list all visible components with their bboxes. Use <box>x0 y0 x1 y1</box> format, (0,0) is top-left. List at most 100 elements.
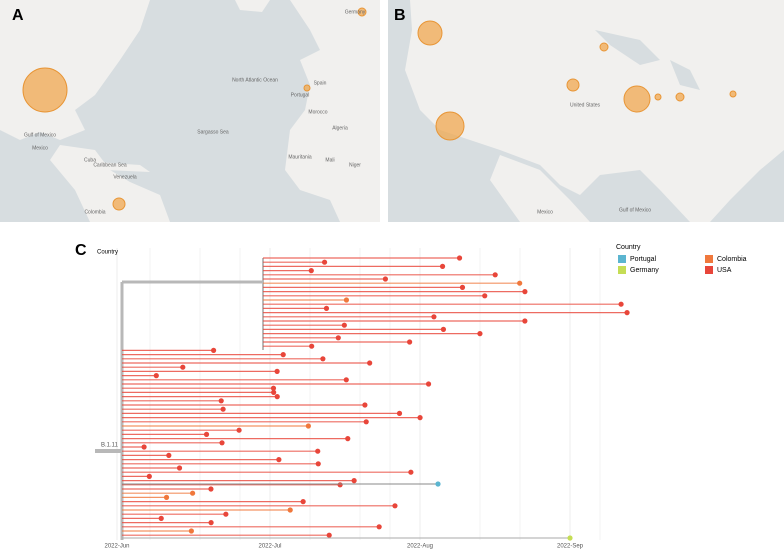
place-label: Gulf of Mexico <box>24 132 56 138</box>
tip <box>517 280 523 286</box>
panel-label: C <box>75 242 87 259</box>
tip <box>223 511 229 517</box>
place-label: North Atlantic Ocean <box>232 77 278 83</box>
x-tick-label: 2022-Jul <box>258 544 281 550</box>
tip <box>477 331 483 337</box>
place-label: Colombia <box>84 209 105 215</box>
location-bubble <box>654 93 662 101</box>
tip <box>176 465 183 471</box>
tip <box>492 272 498 278</box>
tip <box>435 481 441 487</box>
tip <box>456 255 463 261</box>
legend-label: Germany <box>630 267 659 274</box>
location-bubble <box>303 84 311 92</box>
tip <box>440 326 447 332</box>
place-label: United States <box>570 102 601 108</box>
tip <box>618 301 624 307</box>
tip <box>166 452 172 458</box>
location-bubble <box>729 90 737 98</box>
tip <box>459 284 466 290</box>
tip <box>439 263 446 269</box>
tip <box>287 507 293 513</box>
tip <box>522 318 528 324</box>
tip <box>274 394 280 400</box>
tip <box>407 339 413 345</box>
place-label: Niger <box>349 162 361 168</box>
tip <box>408 469 414 475</box>
tip <box>274 368 280 374</box>
tip <box>280 352 286 358</box>
tip <box>141 444 147 450</box>
tree-menu: Country <box>97 250 118 256</box>
location-bubble <box>623 85 651 113</box>
place-label: Caribbean Sea <box>93 162 127 168</box>
map-b <box>388 0 784 222</box>
place-label: Gulf of Mexico <box>619 207 651 213</box>
tip <box>163 494 170 500</box>
tip <box>335 335 341 341</box>
tip <box>425 381 432 387</box>
tip <box>270 385 277 391</box>
tip <box>210 347 217 353</box>
tip <box>219 440 225 446</box>
legend-swatch <box>618 255 626 263</box>
map-a <box>0 0 380 222</box>
location-bubble <box>357 7 367 17</box>
tip <box>367 360 373 366</box>
tip <box>362 402 368 408</box>
place-label: Mali <box>325 157 334 163</box>
legend-title: Country <box>616 244 641 251</box>
tip <box>218 398 224 404</box>
place-label: Germany <box>345 9 366 15</box>
location-bubble <box>417 20 443 46</box>
tip <box>315 448 321 454</box>
tip <box>208 486 214 492</box>
tip <box>220 406 226 412</box>
legend-label: Portugal <box>630 256 657 263</box>
x-tick-label: 2022-Aug <box>407 544 433 550</box>
legend-swatch <box>705 255 713 263</box>
legend-swatch <box>705 266 713 274</box>
place-label: Mexico <box>537 209 553 215</box>
x-tick-label: 2022-Jun <box>104 544 129 550</box>
tip <box>305 423 311 429</box>
tip <box>309 343 315 349</box>
tip <box>341 322 347 328</box>
tip <box>321 259 328 265</box>
tip <box>522 289 528 295</box>
location-bubble <box>566 78 580 92</box>
location-bubble <box>675 92 685 102</box>
place-label: Mexico <box>32 145 48 151</box>
place-label: Venezuela <box>113 174 137 180</box>
tip <box>337 482 343 488</box>
root-label: B.1.11 <box>101 443 119 449</box>
panel-label: A <box>12 7 24 24</box>
tip <box>624 310 630 316</box>
tip <box>345 436 351 442</box>
tip <box>376 524 382 530</box>
tip <box>396 410 403 416</box>
tip <box>190 490 196 496</box>
place-label: Algeria <box>332 125 348 131</box>
tip <box>271 389 277 395</box>
place-label: Mauritania <box>288 154 312 160</box>
tip <box>326 532 332 538</box>
place-label: Morocco <box>308 109 327 115</box>
location-bubble <box>435 111 465 141</box>
tip <box>188 528 194 534</box>
tip <box>320 356 326 362</box>
tip <box>382 276 388 282</box>
panel-label: B <box>394 7 406 24</box>
tip <box>308 268 314 274</box>
tip <box>343 297 350 303</box>
location-bubble <box>22 67 68 113</box>
tip <box>300 499 306 505</box>
tip <box>146 473 152 479</box>
place-label: Cuba <box>84 157 96 163</box>
x-tick-label: 2022-Sep <box>557 544 584 550</box>
tip <box>482 293 488 299</box>
map-bubbles <box>22 7 737 211</box>
tip <box>236 427 242 433</box>
place-label: Spain <box>314 80 327 86</box>
